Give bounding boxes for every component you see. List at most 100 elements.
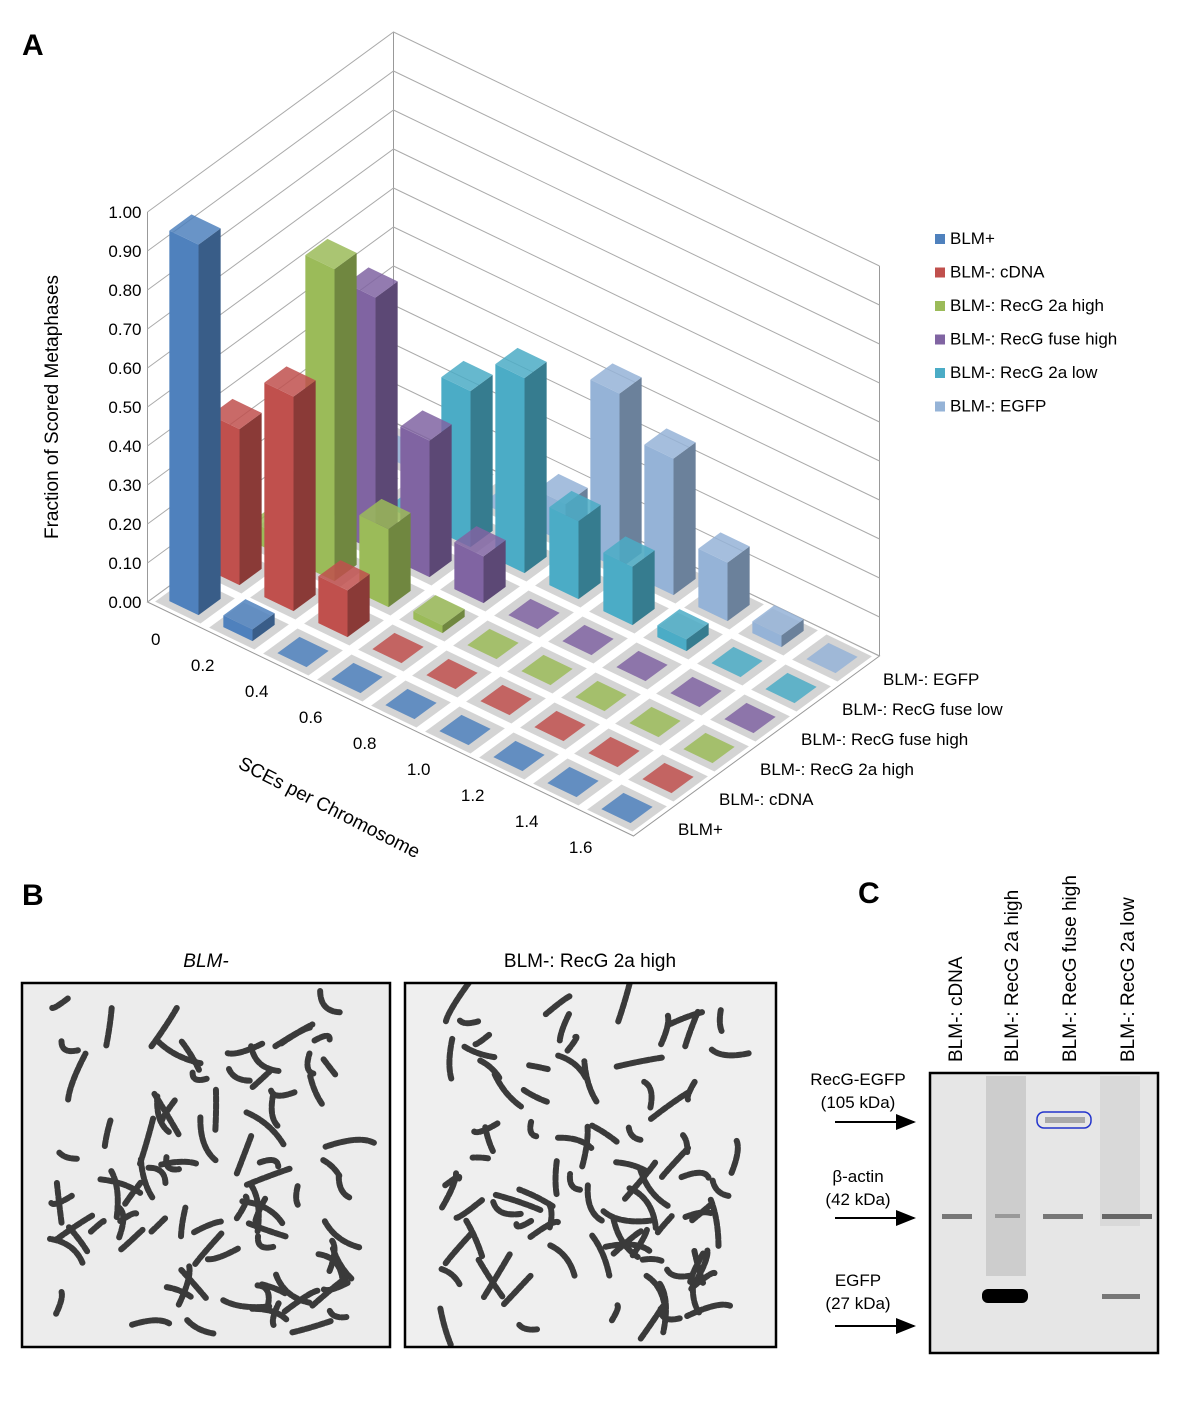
bar-top bbox=[644, 428, 696, 459]
chromosome bbox=[545, 1200, 555, 1231]
bar-top bbox=[670, 676, 722, 708]
y-tick-label: 0.60 bbox=[108, 359, 141, 378]
band bbox=[995, 1214, 1020, 1218]
chromosome bbox=[622, 1159, 659, 1202]
bar-front bbox=[657, 625, 687, 652]
chromosome bbox=[666, 1009, 705, 1028]
bar bbox=[629, 706, 681, 738]
bar-top bbox=[480, 684, 532, 716]
chromosome bbox=[520, 1086, 552, 1106]
chromosome bbox=[281, 1287, 321, 1315]
chromosome bbox=[48, 1192, 75, 1207]
chromosome bbox=[600, 1208, 654, 1225]
chromosome bbox=[654, 1213, 675, 1236]
bar bbox=[508, 598, 560, 630]
chromosome bbox=[268, 1087, 298, 1099]
x-tick-label: 1.0 bbox=[407, 760, 431, 779]
grid-line bbox=[147, 70, 880, 306]
highlight bbox=[1036, 1111, 1092, 1129]
chromosome bbox=[118, 1226, 146, 1253]
chromosome bbox=[555, 1052, 589, 1081]
x-tick-label: 0 bbox=[151, 630, 160, 649]
bar-top bbox=[277, 636, 329, 668]
bar-top bbox=[752, 605, 804, 636]
bar-front bbox=[318, 576, 348, 638]
chromosome bbox=[453, 1197, 485, 1221]
chromosome bbox=[658, 1012, 672, 1048]
micrograph-title: BLM-: RecG 2a high bbox=[504, 951, 676, 972]
chromosome bbox=[442, 983, 473, 1025]
chromosome bbox=[680, 1132, 691, 1156]
y-tick-label: 0.40 bbox=[108, 437, 141, 456]
bar-side bbox=[388, 512, 411, 608]
chromosome bbox=[491, 1071, 524, 1110]
bar bbox=[601, 792, 653, 824]
bar-top bbox=[642, 762, 694, 794]
chromosome bbox=[456, 1016, 482, 1027]
x-tick-label: 0.4 bbox=[245, 682, 269, 701]
bar-front bbox=[495, 364, 525, 574]
chromosome bbox=[178, 1266, 209, 1301]
chromosome bbox=[442, 1173, 463, 1189]
chromosome bbox=[678, 1169, 712, 1181]
grid-line bbox=[147, 109, 880, 345]
bar-top bbox=[683, 732, 735, 764]
legend-label: BLM+ bbox=[950, 229, 995, 248]
bar-top bbox=[210, 398, 262, 430]
bar bbox=[318, 560, 370, 638]
chromosome bbox=[469, 1154, 492, 1162]
chromosome bbox=[684, 1078, 698, 1104]
smear bbox=[1100, 1076, 1140, 1226]
chromosome bbox=[682, 1209, 714, 1220]
chromosome bbox=[289, 1317, 336, 1336]
bar bbox=[549, 490, 601, 600]
chromosome bbox=[613, 1054, 665, 1070]
chromosome bbox=[65, 1050, 89, 1103]
chromosome bbox=[175, 1262, 193, 1308]
bar bbox=[683, 732, 735, 764]
bar bbox=[724, 702, 776, 734]
bar-top bbox=[588, 736, 640, 768]
chromosome bbox=[163, 1154, 182, 1173]
bar bbox=[588, 736, 640, 768]
lane-labels: BLM-: cDNA BLM-: RecG 2a high BLM-: RecG f… bbox=[946, 875, 1139, 1062]
lane-label: BLM-: RecG fuse high bbox=[1060, 875, 1081, 1062]
bar bbox=[439, 714, 491, 746]
chromosome bbox=[245, 1220, 289, 1240]
marker-name: EGFP bbox=[835, 1271, 881, 1290]
chromosome bbox=[446, 1034, 456, 1082]
chromosome bbox=[189, 1069, 212, 1083]
chromosome bbox=[278, 1024, 313, 1047]
chromosome bbox=[688, 1269, 718, 1292]
legend-swatch bbox=[935, 234, 945, 244]
chromosome bbox=[566, 1171, 583, 1193]
bar-top bbox=[223, 599, 275, 630]
x-tick-label: 1.4 bbox=[515, 812, 539, 831]
chromosome bbox=[103, 1005, 115, 1049]
y-tick-label: 0.10 bbox=[108, 554, 141, 573]
bar-top bbox=[305, 238, 357, 270]
chromosome bbox=[527, 1118, 540, 1140]
bar-side bbox=[524, 361, 547, 574]
chromosome bbox=[249, 1068, 273, 1091]
bar bbox=[765, 672, 817, 704]
frame bbox=[403, 981, 778, 1349]
bar bbox=[711, 646, 763, 678]
chromosome bbox=[121, 1179, 144, 1208]
frame bbox=[20, 981, 392, 1349]
chromosome bbox=[608, 1302, 621, 1324]
chromosome bbox=[581, 1058, 600, 1105]
grid-line bbox=[147, 31, 880, 267]
legend-swatch bbox=[935, 368, 945, 378]
chromosome bbox=[273, 1271, 313, 1306]
chromosomes bbox=[437, 983, 752, 1347]
bar-top bbox=[549, 490, 601, 522]
bar-top bbox=[601, 792, 653, 824]
bar-top bbox=[439, 714, 491, 746]
chromosome bbox=[293, 1182, 301, 1208]
bar bbox=[806, 642, 858, 674]
chromosome bbox=[249, 1305, 290, 1323]
chromosome bbox=[321, 1218, 363, 1251]
bar-top bbox=[413, 595, 465, 626]
